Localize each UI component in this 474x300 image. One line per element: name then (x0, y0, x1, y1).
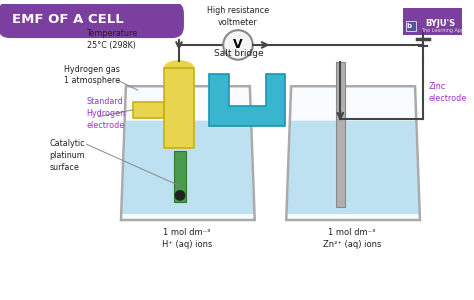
Text: b: b (407, 23, 412, 29)
Text: EMF OF A CELL: EMF OF A CELL (12, 13, 124, 26)
Bar (337, 62, 345, 207)
Text: BYJU'S: BYJU'S (425, 19, 455, 28)
Text: Temperature
25°C (298K): Temperature 25°C (298K) (87, 29, 138, 50)
Bar (133, 102, 164, 118)
Text: 1 mol dm⁻³
H⁺ (aq) ions: 1 mol dm⁻³ H⁺ (aq) ions (162, 228, 212, 249)
Bar (164, 68, 194, 148)
Text: 1 mol dm⁻³
Zn²⁺ (aq) ions: 1 mol dm⁻³ Zn²⁺ (aq) ions (323, 228, 381, 249)
Text: The Learning App: The Learning App (421, 28, 464, 33)
Text: Zinc
electrode: Zinc electrode (429, 82, 467, 103)
Text: Standard
Hydrogen
electrode: Standard Hydrogen electrode (87, 97, 126, 130)
Text: V: V (233, 38, 243, 51)
Polygon shape (287, 121, 419, 214)
FancyBboxPatch shape (0, 2, 184, 38)
Ellipse shape (164, 60, 194, 74)
Text: Catalytic
platinum
surface: Catalytic platinum surface (49, 140, 85, 172)
Circle shape (223, 30, 253, 60)
Bar (406, 21, 416, 31)
Circle shape (174, 190, 185, 201)
Text: Hydrogen gas
1 atmosphere: Hydrogen gas 1 atmosphere (64, 64, 120, 86)
Bar (133, 102, 164, 118)
Bar (164, 68, 194, 148)
Polygon shape (122, 121, 254, 214)
Text: High resistance
voltmeter: High resistance voltmeter (207, 6, 269, 27)
Bar (210, 106, 285, 126)
Text: Salt bridge: Salt bridge (214, 49, 264, 58)
Bar (403, 8, 462, 35)
Bar (174, 151, 186, 202)
Bar (265, 74, 285, 126)
Polygon shape (286, 86, 420, 220)
Bar (210, 74, 229, 126)
Polygon shape (121, 86, 255, 220)
